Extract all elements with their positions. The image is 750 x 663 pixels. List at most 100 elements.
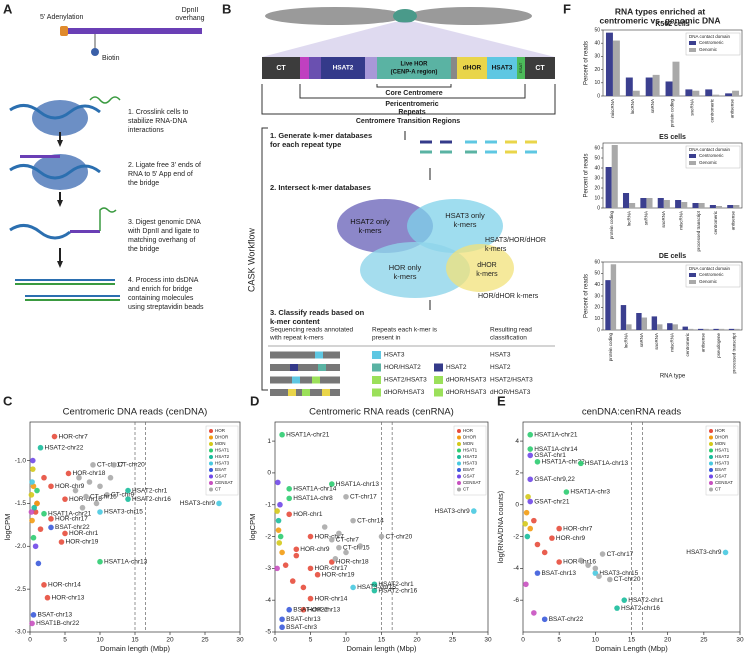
point-label: HSAT2-chr16	[132, 496, 171, 503]
bar	[715, 206, 723, 208]
x-tick-label: centromeric	[685, 332, 690, 356]
label: RNA types enriched at	[615, 6, 706, 16]
y-tick-label: -3	[265, 565, 271, 572]
x-tick-label: 30	[236, 637, 244, 644]
label: HSAT2 only	[350, 217, 390, 226]
x-tick-label: snRNA	[644, 211, 649, 225]
y-tick-label: 60	[594, 259, 600, 265]
plot-frame	[602, 142, 743, 209]
point-label: HSAT1A-chr13	[585, 460, 629, 467]
legend-marker	[457, 468, 461, 472]
read-kmer	[292, 376, 300, 384]
point-label: HSAT3-chr15	[104, 509, 143, 516]
point	[329, 536, 335, 543]
bar	[727, 205, 734, 208]
bar	[685, 89, 693, 96]
point	[279, 549, 285, 556]
point	[293, 552, 300, 559]
x-tick-label: 10	[342, 637, 350, 644]
legend-label: HSAT3	[463, 461, 478, 466]
legend-marker	[457, 448, 461, 453]
workflow-bracket	[261, 127, 268, 391]
y-tick-label: 10	[594, 80, 600, 86]
point-label: HSAT1A-chr8	[293, 495, 333, 502]
point-label: HOR-chr14	[315, 595, 348, 602]
point-label: HOR-chr16	[69, 496, 102, 503]
arrow	[57, 140, 63, 147]
point	[585, 562, 591, 568]
label: Resulting read	[490, 327, 532, 334]
point	[48, 524, 54, 531]
segment	[451, 57, 457, 79]
point-label: HOR-chr1	[293, 511, 323, 518]
label: with repeat k-mers	[269, 335, 324, 342]
point	[286, 606, 293, 613]
point	[276, 540, 283, 546]
legend-marker	[709, 455, 713, 459]
label: HSAT3/HOR/dHOR	[485, 237, 546, 244]
x-tick-label: protein coding	[609, 211, 614, 240]
label: k-mers	[359, 226, 382, 235]
segment-gsat	[517, 57, 525, 79]
x-tick-label: 30	[484, 637, 492, 644]
legend-marker	[709, 468, 713, 472]
legend-label: Centromeric	[699, 40, 724, 45]
point-label: BSAT-chr22	[549, 616, 584, 623]
label: HOR only	[389, 263, 422, 272]
venn-hsat3	[407, 199, 503, 253]
panel-b-art	[261, 7, 556, 391]
legend-label: DHOR	[215, 435, 229, 440]
y-tick-label: 50	[594, 27, 600, 33]
x-tick-label: 15	[378, 637, 386, 644]
point	[527, 452, 534, 459]
point-label: HOR-chr13	[307, 606, 340, 613]
read-kmer	[318, 364, 326, 371]
repeat-swatch	[372, 376, 381, 384]
x-tick-label: snRNA	[650, 99, 655, 113]
x-tick-label: processed transcript	[731, 332, 736, 373]
label: Core Centromere	[385, 90, 442, 97]
x-tick-label: lncRNA	[623, 333, 628, 348]
y-tick-label: 2	[515, 470, 519, 477]
point	[614, 605, 620, 611]
point-label: BSAT-chr22	[55, 524, 90, 531]
legend-marker	[457, 442, 461, 446]
point	[531, 610, 537, 616]
point	[332, 556, 339, 562]
legend-label: DHOR	[715, 435, 729, 440]
label: Repeats each k-mer is	[372, 327, 438, 334]
bar	[645, 77, 653, 96]
label: Centromere Transition Regions	[356, 118, 460, 125]
label: CASK Workflow	[246, 228, 256, 292]
y-tick-label: 1	[267, 438, 271, 445]
x-tick-label: 5	[63, 637, 67, 644]
legend-title: DNA contact domain	[689, 34, 731, 39]
point	[274, 508, 280, 514]
point	[350, 517, 356, 524]
point	[307, 595, 314, 602]
point	[596, 573, 602, 580]
legend-marker	[709, 448, 713, 453]
y-tick-label: 20	[594, 305, 600, 311]
venn-dhor	[446, 244, 514, 292]
bridge	[70, 230, 100, 233]
point	[30, 457, 36, 464]
point-label: HSAT3-chr15	[599, 570, 638, 577]
y-axis-label: log(RNA/DNA counts)	[496, 490, 505, 563]
point	[541, 549, 548, 556]
step-text: the bridge	[128, 246, 159, 253]
y-tick-label: -6	[513, 597, 519, 604]
x-tick-label: antisense	[729, 99, 734, 119]
legend-label: Centromeric	[699, 272, 724, 277]
bar	[620, 305, 627, 330]
legend-label: MON	[215, 441, 226, 446]
point-label: HSAT2-chr22	[45, 444, 84, 451]
point	[527, 498, 534, 505]
label: Live HOR	[400, 62, 428, 68]
point-label: HSAT1A-chr14	[534, 446, 578, 453]
point-label: HOR-chr9	[556, 535, 586, 542]
bridge	[20, 155, 60, 158]
point-label: HSAT2-chr1	[628, 597, 664, 604]
label: HOR/HSAT2	[384, 364, 421, 371]
